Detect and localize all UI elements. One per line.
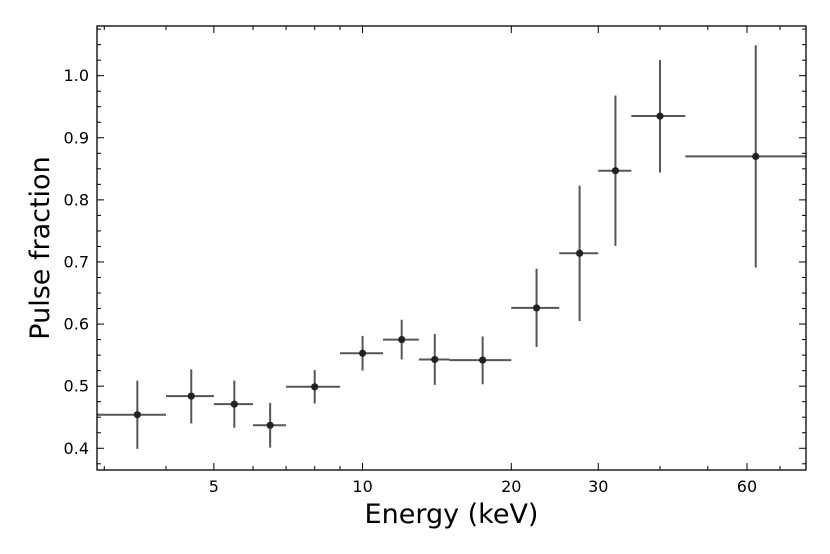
x-tick-label: 60 — [737, 477, 757, 496]
plot-frame — [96, 25, 807, 471]
x-axis-label: Energy (keV) — [365, 499, 539, 530]
marker-layer — [133, 112, 760, 429]
y-tick-label: 1.0 — [64, 66, 89, 85]
errorbar-layer — [97, 45, 806, 449]
data-point — [752, 152, 760, 161]
data-point — [311, 383, 319, 391]
tick-label-layer: 5 10 20 30 60 0.4 0.5 0.6 0.7 0.8 0.9 1.0 — [64, 66, 758, 496]
data-point — [431, 355, 439, 364]
y-tick-label: 0.5 — [64, 377, 89, 396]
data-point — [187, 392, 195, 400]
x-tick-label: 30 — [588, 477, 608, 496]
x-tick-label: 20 — [501, 477, 521, 496]
y-tick-label: 0.6 — [64, 315, 89, 334]
y-tick-label: 0.9 — [64, 128, 89, 147]
data-point — [358, 349, 367, 357]
x-tick-label: 5 — [209, 477, 219, 496]
data-point — [398, 335, 406, 344]
data-point — [532, 304, 541, 312]
x-tick-label: 10 — [352, 477, 372, 496]
data-point — [479, 356, 487, 364]
data-point — [576, 249, 584, 257]
tick-layer — [97, 26, 806, 470]
data-point — [611, 167, 620, 175]
y-tick-label: 0.8 — [64, 190, 89, 209]
data-point — [656, 112, 664, 120]
y-tick-label: 0.4 — [64, 439, 89, 458]
data-point — [266, 421, 274, 429]
data-point — [230, 400, 238, 408]
data-point — [133, 411, 141, 419]
y-tick-label: 0.7 — [64, 252, 89, 271]
y-axis-label: Pulse fraction — [25, 156, 56, 339]
